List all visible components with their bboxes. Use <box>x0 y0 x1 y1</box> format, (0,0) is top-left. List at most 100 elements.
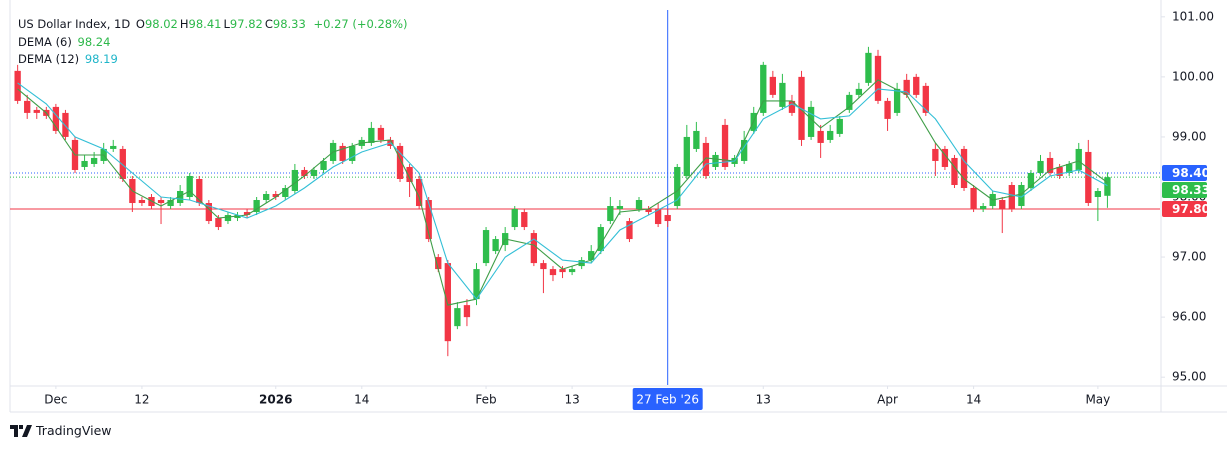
candle-body <box>817 130 824 143</box>
candle-body <box>196 178 203 204</box>
candle-body <box>157 200 165 204</box>
price-tag <box>1162 164 1207 181</box>
candle-body <box>635 200 643 210</box>
candle-body <box>903 79 910 95</box>
candle-body <box>186 175 193 198</box>
price-tag-label: 98.40 <box>1172 166 1210 180</box>
candle-body <box>760 64 767 113</box>
candle-body <box>253 200 260 213</box>
candle-body <box>110 145 117 149</box>
indicator-name: DEMA (6) <box>18 35 72 49</box>
legend-title: US Dollar Index, 1D <box>18 17 131 31</box>
candle-body <box>396 145 404 179</box>
candle-body <box>654 209 662 225</box>
candle-body <box>435 257 442 270</box>
candle-body <box>444 263 451 342</box>
candle-body <box>224 215 232 222</box>
candle-body <box>368 127 375 143</box>
ohlc-legend: O98.02 H98.41 L97.82 C98.33 <box>136 17 308 31</box>
candle-body <box>90 157 98 164</box>
candle-body <box>310 169 318 176</box>
candle-body <box>951 157 958 185</box>
candle-body <box>1085 151 1092 204</box>
candle-body <box>1046 157 1054 173</box>
candle-body <box>1075 148 1082 170</box>
footer[interactable]: TradingView <box>10 423 112 438</box>
indicator-value: 98.24 <box>77 35 111 49</box>
candle-body <box>865 52 872 83</box>
crosshair-label: 27 Feb '26 <box>636 393 699 407</box>
x-tick-label: Feb <box>475 393 496 407</box>
price-tag-label: 98.33 <box>1172 183 1210 197</box>
candle-body <box>540 263 547 270</box>
candle-body <box>769 76 776 95</box>
candle-body <box>683 136 690 176</box>
y-tick-label: 96.00 <box>1172 310 1206 324</box>
candle-body <box>215 218 222 228</box>
y-tick-label: 100.00 <box>1172 69 1214 83</box>
candle-body <box>827 130 834 140</box>
candle-body <box>1104 177 1111 196</box>
candle-body <box>874 55 882 101</box>
indicator-value: 98.19 <box>84 52 118 66</box>
candle-body <box>521 212 528 228</box>
candle-body <box>1056 166 1063 176</box>
candle-body <box>674 166 681 207</box>
candle-body <box>349 145 356 161</box>
candle-body <box>138 200 146 204</box>
candle-body <box>454 308 461 327</box>
candle-body <box>282 187 289 198</box>
y-tick-label: 97.00 <box>1172 250 1206 264</box>
price-tag <box>1162 181 1207 198</box>
candle-body <box>1037 160 1044 173</box>
x-tick-label: 13 <box>756 393 771 407</box>
candle-body <box>922 85 929 113</box>
candle-body <box>568 269 576 273</box>
candle-body <box>301 169 308 176</box>
x-tick-label: 2026 <box>259 393 292 407</box>
candle-body <box>932 148 939 161</box>
footer-text: TradingView <box>36 423 112 438</box>
candle-body <box>482 230 490 264</box>
y-tick-label: 101.00 <box>1172 9 1214 23</box>
indicator-legend: DEMA (12) 98.19 <box>18 52 120 66</box>
y-tick-label: 95.00 <box>1172 370 1206 384</box>
candle-body <box>1094 190 1102 198</box>
candle-body <box>1066 163 1073 173</box>
candle-body <box>559 269 566 273</box>
candle-body <box>846 94 853 110</box>
candle-body <box>463 305 471 318</box>
candle-body <box>693 130 700 149</box>
x-tick-label: 12 <box>134 393 149 407</box>
candle-body <box>588 251 595 261</box>
series-legend: US Dollar Index, 1D O98.02 H98.41 L97.82 C9… <box>18 17 410 31</box>
ohlc-key: H <box>179 17 189 31</box>
indicator-legend: DEMA (6) 98.24 <box>18 35 112 49</box>
candle-body <box>702 142 710 176</box>
candle-body <box>81 160 88 167</box>
x-tick-label: Apr <box>877 393 898 407</box>
logo <box>10 424 32 437</box>
candle-body <box>415 178 423 207</box>
candle-body <box>712 154 719 167</box>
candle-body <box>339 145 346 161</box>
candle-body <box>836 118 843 134</box>
ohlc-value: 98.33 <box>272 17 306 31</box>
candle-body <box>893 88 901 113</box>
x-tick-label: 14 <box>354 393 369 407</box>
candle-body <box>721 124 729 167</box>
candle-body <box>788 100 796 113</box>
x-tick-label: May <box>1085 393 1110 407</box>
x-tick-label: Dec <box>44 393 67 407</box>
candle-body <box>511 209 518 228</box>
candle-body <box>855 88 863 95</box>
ohlc-key: L <box>223 17 230 31</box>
candle-body <box>167 200 174 207</box>
crosshair-tag <box>632 388 703 410</box>
legend-change: +0.27 (+0.28%) <box>313 17 408 31</box>
candle-body <box>970 187 977 210</box>
candle-body <box>597 227 604 252</box>
candle-body <box>119 148 126 179</box>
candle-body <box>62 112 69 137</box>
